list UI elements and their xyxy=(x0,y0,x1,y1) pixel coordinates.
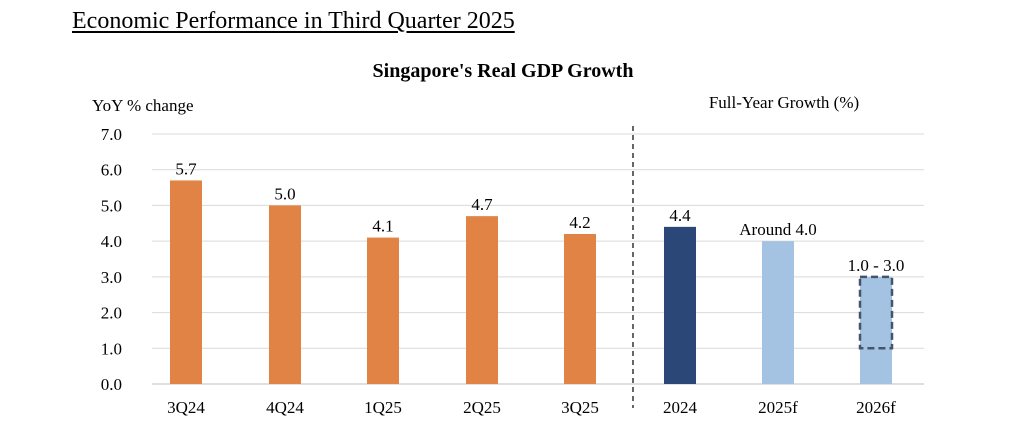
data-label-3q25: 4.2 xyxy=(569,213,590,232)
bar-2q25 xyxy=(466,216,498,384)
y-tick-label: 3.0 xyxy=(101,268,122,287)
x-tick-label: 3Q24 xyxy=(167,398,205,417)
x-tick-label: 2026f xyxy=(856,398,896,417)
x-tick-label: 2Q25 xyxy=(463,398,501,417)
data-label-2q25: 4.7 xyxy=(471,195,493,214)
data-label-2026f: 1.0 - 3.0 xyxy=(848,256,905,275)
forecast-range-box xyxy=(858,275,894,350)
y-tick-label: 1.0 xyxy=(101,339,122,358)
x-tick-label: 3Q25 xyxy=(561,398,599,417)
page-heading: Economic Performance in Third Quarter 20… xyxy=(72,8,515,34)
chart-title: Singapore's Real GDP Growth xyxy=(373,60,634,82)
bar-4q24 xyxy=(269,205,301,384)
x-tick-label: 2024 xyxy=(663,398,698,417)
data-label-3q24: 5.7 xyxy=(175,159,197,178)
data-label-4q24: 5.0 xyxy=(274,184,295,203)
bar-3q24 xyxy=(170,180,202,384)
bar-2026f xyxy=(860,276,892,384)
bar-3q25 xyxy=(564,234,596,384)
y-tick-label: 2.0 xyxy=(101,304,122,323)
full-year-panel-label: Full-Year Growth (%) xyxy=(709,93,859,112)
y-tick-label: 0.0 xyxy=(101,375,122,394)
x-tick-label: 1Q25 xyxy=(364,398,402,417)
y-tick-label: 7.0 xyxy=(101,125,122,144)
data-label-1q25: 4.1 xyxy=(372,217,393,236)
y-tick-label: 4.0 xyxy=(101,232,122,251)
y-tick-label: 6.0 xyxy=(101,161,122,180)
data-label-2025f: Around 4.0 xyxy=(739,220,816,239)
x-tick-label: 4Q24 xyxy=(266,398,304,417)
bar-2025f xyxy=(762,241,794,384)
y-tick-label: 5.0 xyxy=(101,196,122,215)
x-tick-label: 2025f xyxy=(758,398,798,417)
bar-1q25 xyxy=(367,237,399,384)
bar-2024 xyxy=(664,226,696,384)
data-label-2024: 4.4 xyxy=(669,206,691,225)
y-axis-label: YoY % change xyxy=(92,96,194,115)
